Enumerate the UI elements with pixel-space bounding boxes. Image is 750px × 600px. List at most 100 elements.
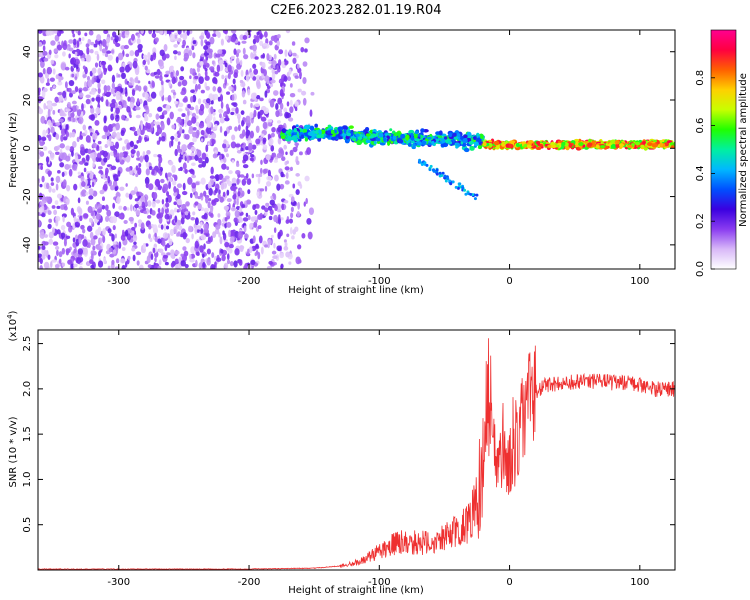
noise-speck [271, 250, 277, 255]
echo-speck [302, 128, 308, 133]
echo-speck [651, 143, 658, 148]
noise-speck [39, 257, 43, 265]
noise-speck [267, 169, 272, 178]
noise-speck [177, 108, 183, 112]
noise-speck [111, 131, 117, 138]
noise-speck [245, 199, 252, 205]
noise-speck [181, 129, 185, 134]
noise-speck [286, 233, 290, 238]
noise-speck [72, 237, 76, 243]
noise-speck [72, 38, 77, 46]
noise-speck [168, 160, 174, 166]
noise-speck [236, 178, 240, 185]
noise-speck [79, 134, 84, 140]
noise-speck [211, 132, 217, 140]
noise-speck [279, 88, 284, 97]
noise-speck [272, 255, 278, 260]
noise-speck [45, 82, 50, 86]
noise-speck [130, 226, 136, 231]
noise-speck [259, 97, 264, 102]
noise-speck [205, 102, 210, 109]
echo-speck [325, 135, 331, 138]
noise-speck [106, 36, 111, 44]
noise-speck [189, 258, 195, 263]
noise-speck [291, 41, 296, 46]
echo-speck [327, 130, 331, 134]
echo-speck [550, 144, 557, 149]
noise-speck [285, 30, 291, 34]
x-tick-label: -300 [107, 577, 130, 588]
echo-speck [452, 132, 457, 137]
noise-speck [91, 97, 95, 102]
noise-speck [45, 156, 50, 163]
echo-speck [595, 144, 600, 149]
noise-speck [184, 133, 190, 140]
noise-speck [285, 151, 288, 156]
noise-speck [143, 85, 148, 92]
noise-speck [306, 217, 312, 225]
noise-speck [93, 43, 98, 48]
echo-speck [638, 139, 643, 143]
noise-speck [59, 30, 63, 33]
noise-speck [103, 115, 107, 124]
noise-speck [230, 36, 236, 43]
noise-speck [147, 59, 150, 66]
noise-speck [249, 222, 253, 230]
noise-speck [152, 247, 156, 254]
noise-speck [168, 181, 172, 190]
noise-speck [75, 30, 78, 34]
noise-speck [295, 173, 300, 177]
noise-speck [176, 198, 183, 206]
noise-speck [96, 34, 102, 42]
noise-speck [86, 53, 90, 62]
echo-speck [619, 143, 624, 148]
noise-speck [175, 70, 180, 77]
noise-speck [213, 178, 217, 182]
noise-speck [205, 195, 209, 204]
noise-speck [58, 73, 63, 77]
noise-speck [273, 227, 277, 233]
noise-speck [116, 196, 121, 205]
noise-speck [43, 87, 48, 93]
noise-speck [50, 152, 55, 161]
noise-speck [265, 154, 271, 161]
noise-speck [182, 30, 186, 34]
echo-speck [303, 124, 310, 130]
noise-speck [71, 111, 75, 118]
noise-speck [58, 118, 64, 123]
noise-speck [65, 108, 71, 112]
noise-speck [110, 142, 114, 147]
noise-speck [42, 45, 46, 52]
noise-speck [177, 51, 181, 56]
noise-speck [255, 243, 259, 249]
noise-speck [212, 153, 218, 159]
noise-speck [205, 41, 211, 46]
echo-tail-speck [428, 168, 432, 172]
noise-speck [220, 248, 224, 254]
noise-speck [235, 57, 240, 66]
echo-speck [341, 133, 347, 137]
noise-speck [63, 205, 68, 211]
noise-speck [169, 66, 174, 73]
echo-tail-speck [420, 162, 424, 166]
noise-speck [82, 65, 86, 70]
noise-speck [111, 259, 115, 265]
noise-speck [191, 116, 197, 124]
echo-speck [287, 136, 292, 141]
noise-speck [85, 98, 91, 105]
echo-speck [441, 138, 446, 144]
noise-speck [228, 243, 234, 249]
noise-speck [170, 262, 175, 268]
noise-speck [91, 67, 97, 74]
noise-speck [186, 30, 190, 36]
noise-speck [116, 152, 120, 160]
noise-speck [187, 177, 193, 185]
noise-speck [47, 210, 52, 215]
noise-speck [38, 253, 43, 258]
noise-speck [65, 124, 69, 130]
noise-speck [120, 234, 126, 241]
noise-speck [39, 201, 45, 206]
echo-speck [627, 144, 633, 149]
noise-speck [220, 159, 225, 163]
noise-speck [165, 70, 171, 75]
